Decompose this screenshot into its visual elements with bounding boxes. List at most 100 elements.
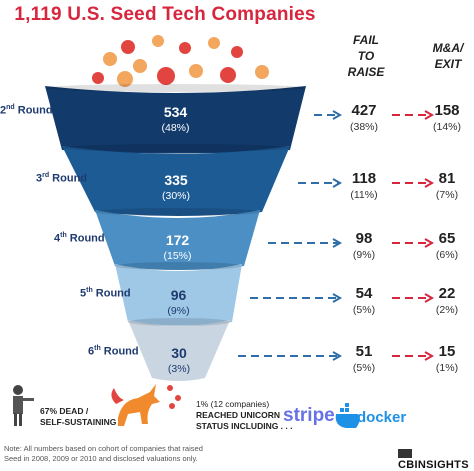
unicorn-label-2: REACHED UNICORN bbox=[196, 410, 281, 420]
funnel-band-rim-5 bbox=[115, 262, 242, 270]
fail-pct: (38%) bbox=[349, 121, 378, 133]
round-suffix: th bbox=[94, 345, 101, 352]
stage-pct: (48%) bbox=[161, 122, 190, 134]
exit-value: 15 bbox=[438, 343, 456, 360]
funnel-band-5 bbox=[115, 264, 242, 326]
brand-text: CBINSIGHTS bbox=[398, 459, 469, 471]
fail-pct: (11%) bbox=[350, 189, 378, 201]
stage-pct: (15%) bbox=[163, 250, 192, 262]
exit-pct: (1%) bbox=[435, 362, 459, 374]
dot-3 bbox=[208, 37, 220, 49]
stage-pct: (3%) bbox=[167, 363, 191, 375]
funnel-band-rim-3 bbox=[62, 144, 290, 152]
round-label: 3rd Round bbox=[36, 172, 87, 185]
stage-pct: (30%) bbox=[161, 190, 190, 202]
dead-label-2: SELF-SUSTAINING bbox=[40, 417, 117, 427]
funnel-band-rim-4 bbox=[95, 208, 260, 216]
unicorn-label-3: STATUS INCLUDING . . . bbox=[196, 421, 293, 431]
round-suffix: rd bbox=[42, 172, 50, 179]
exit-arrow-head bbox=[424, 238, 435, 248]
fail-pct: (5%) bbox=[352, 362, 376, 374]
unicorn-icon bbox=[111, 384, 160, 426]
unicorn-label-1: 1% (12 companies) bbox=[196, 399, 270, 409]
dot-7 bbox=[157, 67, 175, 85]
fail-arrow-head bbox=[332, 238, 343, 248]
fail-arrow-head bbox=[332, 351, 343, 361]
exit-value: 158 bbox=[434, 102, 460, 119]
round-label: 5th Round bbox=[80, 287, 131, 300]
whale-icon bbox=[335, 403, 360, 428]
fail-pct: (9%) bbox=[352, 249, 376, 261]
dot-6 bbox=[133, 59, 147, 73]
stage-value: 96 bbox=[170, 287, 187, 303]
column-header-exit: M&A/ EXIT bbox=[432, 41, 464, 71]
dot-4 bbox=[231, 46, 243, 58]
tip-dot-1 bbox=[175, 395, 181, 401]
round-word: Round bbox=[66, 232, 105, 245]
funnel-band-3 bbox=[62, 146, 290, 216]
brand-logo: CBINSIGHTS bbox=[398, 447, 474, 471]
exit-arrow-head bbox=[424, 110, 435, 120]
stage-value: 30 bbox=[171, 345, 187, 361]
dot-5 bbox=[103, 52, 117, 66]
dot-10 bbox=[117, 71, 133, 87]
round-label: 2nd Round bbox=[0, 104, 53, 117]
docker-logo: docker bbox=[357, 409, 407, 426]
dot-2 bbox=[179, 42, 191, 54]
fail-arrow-head bbox=[332, 178, 343, 188]
exit-value: 22 bbox=[438, 285, 456, 302]
fail-value: 427 bbox=[351, 102, 377, 119]
round-number: 4 bbox=[54, 232, 61, 245]
zombie-icon bbox=[13, 385, 34, 426]
round-word: Round bbox=[92, 287, 131, 300]
exit-arrow-head bbox=[424, 351, 435, 361]
funnel-band-6 bbox=[128, 320, 230, 381]
dot-8 bbox=[189, 64, 203, 78]
footnote-2: Seed in 2008, 2009 or 2010 and disclosed… bbox=[4, 454, 198, 463]
round-suffix: th bbox=[60, 232, 67, 239]
funnel-band-rim-2 bbox=[45, 84, 306, 92]
footnote-1: Note: All numbers based on cohort of com… bbox=[4, 444, 203, 453]
fail-arrow-head bbox=[332, 110, 343, 120]
stage-value: 335 bbox=[164, 172, 188, 188]
funnel-band-rim-6 bbox=[128, 318, 230, 326]
exit-pct: (2%) bbox=[435, 304, 459, 316]
exit-value: 81 bbox=[438, 170, 456, 187]
round-suffix: nd bbox=[6, 104, 15, 111]
round-label: 4th Round bbox=[54, 232, 105, 245]
exit-pct: (14%) bbox=[432, 121, 461, 133]
stage-value: 534 bbox=[163, 104, 188, 120]
chart-title: 1,119 U.S. Seed Tech Companies bbox=[14, 4, 316, 25]
round-number: 3 bbox=[36, 172, 43, 185]
stage-pct: (9%) bbox=[167, 305, 190, 317]
fail-value: 98 bbox=[355, 230, 373, 247]
tip-dot-2 bbox=[169, 403, 175, 409]
round-label: 6th Round bbox=[88, 345, 139, 358]
fail-pct: (5%) bbox=[352, 304, 376, 316]
column-header-fail: FAIL TO RAISE bbox=[347, 33, 385, 79]
round-word: Round bbox=[100, 345, 139, 358]
funnel-band-4 bbox=[95, 210, 260, 270]
round-suffix: th bbox=[86, 287, 93, 294]
round-number: 2 bbox=[0, 104, 7, 117]
exit-pct: (6%) bbox=[435, 249, 459, 261]
round-number: 5 bbox=[80, 287, 87, 300]
dot-11 bbox=[255, 65, 269, 79]
dot-1 bbox=[152, 35, 164, 47]
tip-dot-0 bbox=[167, 385, 173, 391]
fail-value: 118 bbox=[351, 170, 377, 187]
dot-0 bbox=[121, 40, 135, 54]
funnel-band-2 bbox=[45, 86, 306, 154]
exit-arrow-head bbox=[424, 293, 435, 303]
round-word: Round bbox=[14, 104, 53, 117]
exit-arrow-head bbox=[424, 178, 435, 188]
brand-mark-icon bbox=[398, 448, 412, 458]
round-word: Round bbox=[49, 172, 88, 185]
stripe-logo: stripe bbox=[283, 405, 335, 426]
exit-pct: (7%) bbox=[435, 189, 459, 201]
fail-value: 54 bbox=[355, 285, 373, 302]
exit-value: 65 bbox=[438, 230, 456, 247]
stage-value: 172 bbox=[165, 232, 190, 248]
dot-12 bbox=[92, 72, 104, 84]
